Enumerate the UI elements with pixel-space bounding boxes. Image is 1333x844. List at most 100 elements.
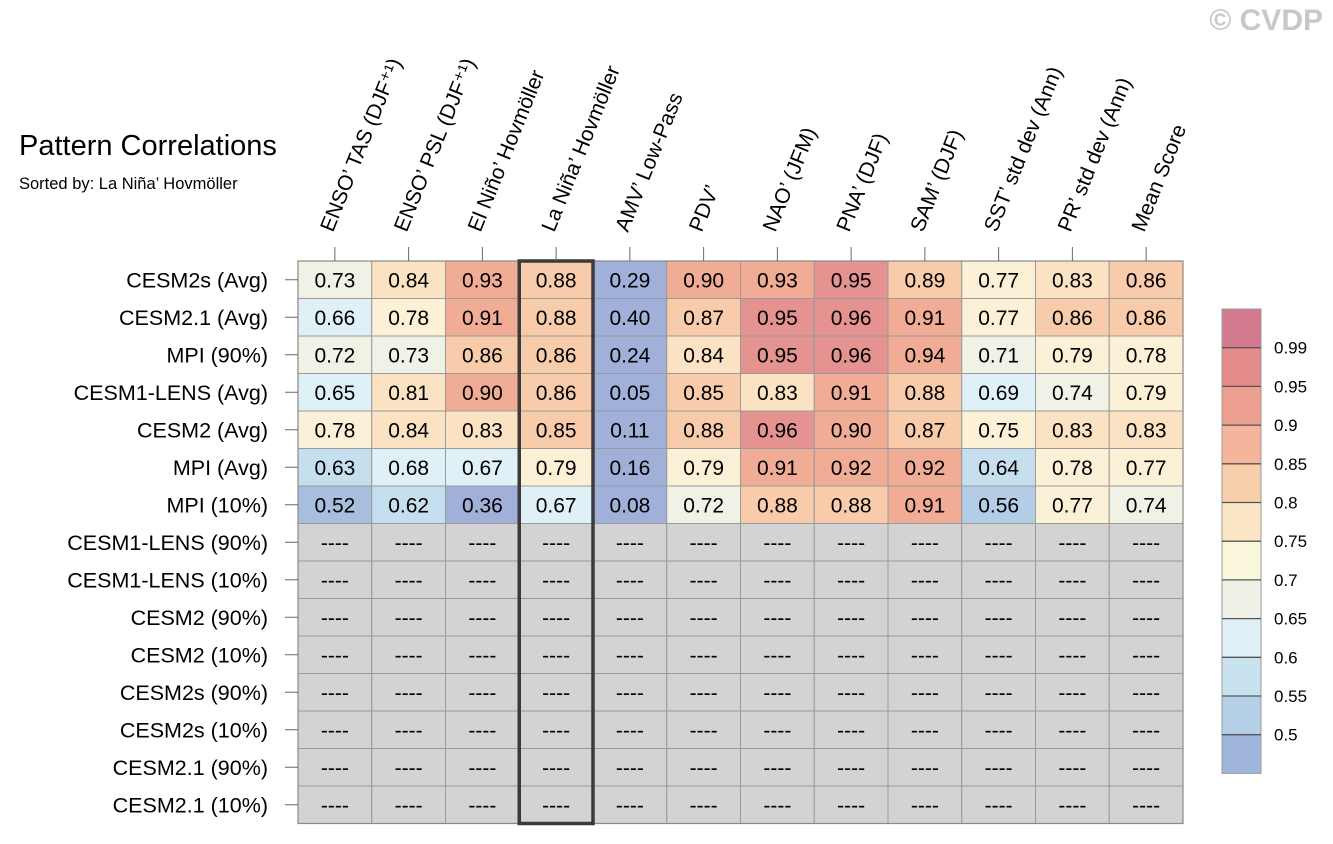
cell-value-label: ----	[321, 607, 349, 630]
cell-value-label: ----	[616, 532, 644, 555]
cell-value-label: 0.86	[1126, 307, 1167, 330]
cell-value-label: 0.96	[757, 419, 798, 442]
cell-value-label: 0.66	[314, 307, 355, 330]
colorbar-label: 0.55	[1274, 687, 1307, 706]
cell-value-label: 0.96	[831, 307, 872, 330]
cell-value-label: 0.88	[831, 494, 872, 517]
heatmap-cell	[1035, 410, 1110, 449]
row-label: MPI (90%)	[166, 343, 268, 367]
heatmap-cell	[445, 335, 520, 374]
cell-value-label: 0.91	[831, 382, 872, 405]
colorbar-label: 0.5	[1274, 726, 1298, 745]
cell-value-label: ----	[542, 644, 570, 667]
cell-value-label: ----	[690, 569, 718, 592]
cell-value-label: 0.29	[609, 269, 650, 292]
cell-value-label: ----	[616, 644, 644, 667]
heatmap-cell	[887, 335, 963, 374]
heatmap-cell	[1108, 635, 1184, 674]
heatmap-cell	[666, 373, 741, 412]
cell-value-label: 0.77	[1126, 457, 1167, 480]
heatmap-cell	[1108, 673, 1184, 712]
cell-value-label: ----	[542, 569, 570, 592]
cell-value-label: 0.67	[462, 457, 503, 480]
heatmap-cell	[445, 710, 520, 749]
cell-value-label: ----	[542, 607, 570, 630]
heatmap-cell	[371, 448, 446, 487]
cell-value-label: ----	[985, 607, 1013, 630]
cell-value-label: 0.71	[978, 344, 1019, 367]
cell-value-label: ----	[985, 719, 1013, 742]
cell-value-label: 0.86	[462, 344, 503, 367]
cell-value-label: ----	[985, 757, 1013, 780]
colorbar-segment	[1222, 502, 1261, 542]
heatmap-cell	[666, 635, 741, 674]
cell-value-label: ----	[1058, 794, 1086, 817]
heatmap-cell	[592, 523, 668, 562]
heatmap-cell	[1108, 410, 1184, 449]
cell-value-label: ----	[1058, 757, 1086, 780]
colorbar-label: 0.7	[1274, 571, 1298, 590]
heatmap-cell	[813, 598, 889, 637]
heatmap-cell	[592, 710, 668, 749]
cell-value-label: ----	[763, 757, 791, 780]
cell-value-label: 0.93	[462, 269, 503, 292]
cell-value-label: 0.16	[609, 457, 650, 480]
cell-value-label: 0.67	[536, 494, 577, 517]
cell-value-label: ----	[542, 794, 570, 817]
column-header: PR’ std dev (Ann)	[1054, 74, 1137, 234]
cell-value-label: ----	[763, 569, 791, 592]
cell-value-label: 0.64	[978, 457, 1019, 480]
cell-value-label: 0.05	[609, 382, 650, 405]
cell-value-label: 0.63	[314, 457, 355, 480]
heatmap-cell	[666, 523, 741, 562]
colorbar-segment	[1222, 386, 1261, 426]
cell-value-label: ----	[616, 569, 644, 592]
heatmap-cell	[592, 410, 668, 449]
cell-value-label: ----	[1058, 607, 1086, 630]
row-label: CESM2.1 (90%)	[113, 756, 268, 780]
cell-value-label: ----	[468, 794, 496, 817]
cell-value-label: ----	[468, 532, 496, 555]
heatmap-cell	[961, 410, 1036, 449]
heatmap-cell	[813, 748, 889, 787]
cell-value-label: 0.79	[1126, 382, 1167, 405]
cell-value-label: ----	[985, 644, 1013, 667]
cell-value-label: 0.85	[536, 419, 577, 442]
heatmap-cell	[887, 635, 963, 674]
row-label: CESM1-LENS (90%)	[67, 531, 268, 555]
row-label: CESM2s (10%)	[120, 718, 268, 742]
cell-value-label: ----	[763, 644, 791, 667]
heatmap-cell	[592, 448, 668, 487]
cell-value-label: 0.72	[683, 494, 724, 517]
cell-value-label: ----	[911, 794, 939, 817]
colorbar-label: 0.9	[1274, 416, 1298, 435]
row-label: CESM2.1 (10%)	[113, 793, 268, 817]
cell-value-label: ----	[616, 719, 644, 742]
heatmap-cell	[813, 560, 889, 599]
cell-value-label: 0.96	[831, 344, 872, 367]
chart-subtitle: Sorted by: La Niña’ Hovmöller	[19, 175, 238, 193]
cell-value-label: ----	[468, 719, 496, 742]
cell-value-label: 0.73	[314, 269, 355, 292]
heatmap-cell	[813, 635, 889, 674]
cell-value-label: ----	[1132, 607, 1160, 630]
cell-value-label: ----	[1058, 532, 1086, 555]
heatmap-cell	[297, 673, 373, 712]
cell-value-label: 0.95	[757, 307, 798, 330]
colorbar-segment	[1222, 579, 1261, 619]
heatmap-cell	[592, 485, 668, 524]
cell-value-label: ----	[911, 607, 939, 630]
cell-value-label: 0.36	[462, 494, 503, 517]
cell-value-label: 0.92	[831, 457, 872, 480]
cell-value-label: ----	[321, 794, 349, 817]
cell-value-label: ----	[1132, 644, 1160, 667]
heatmap-cell	[445, 673, 520, 712]
row-label: CESM2s (Avg)	[126, 268, 268, 292]
cell-value-label: ----	[911, 719, 939, 742]
cell-value-label: 0.11	[610, 419, 649, 442]
colorbar-segment	[1222, 309, 1261, 348]
row-label: MPI (Avg)	[173, 456, 268, 480]
heatmap-cell	[666, 748, 741, 787]
row-label: CESM2.1 (Avg)	[119, 306, 268, 330]
cell-value-label: ----	[616, 607, 644, 630]
